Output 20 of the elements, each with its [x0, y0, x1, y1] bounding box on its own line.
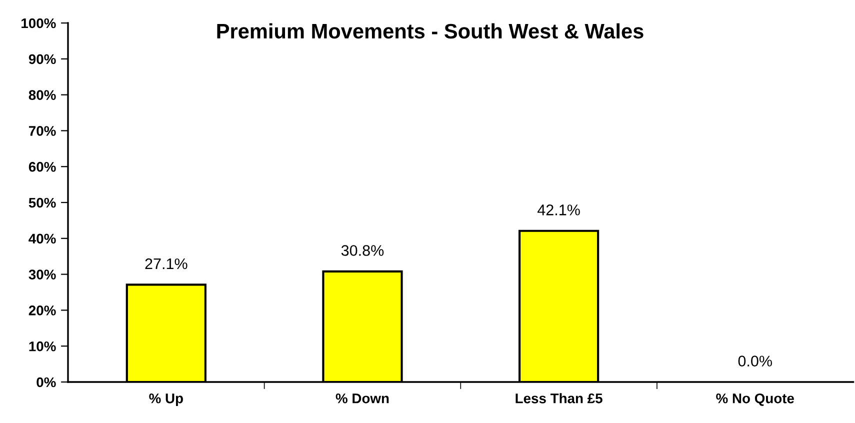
chart-title: Premium Movements - South West & Wales	[217, 23, 644, 39]
x-tick-label: Less Than £5	[516, 393, 602, 404]
y-tick-label: 50%	[28, 198, 56, 208]
y-tick-label: 100%	[22, 18, 56, 28]
y-tick-label: 80%	[28, 90, 56, 100]
y-tick-label: 40%	[28, 234, 56, 244]
y-tick-label: 70%	[28, 126, 56, 136]
y-tick-label: 30%	[28, 270, 56, 280]
data-label: 42.1%	[538, 204, 580, 216]
y-tick-label: 0%	[36, 377, 56, 388]
data-label: 27.1%	[145, 258, 188, 270]
data-label: 0.0%	[738, 356, 772, 366]
y-tick-label: 20%	[28, 306, 56, 316]
x-tick-label: % Up	[149, 394, 183, 406]
x-tick-label: % Down	[336, 394, 389, 404]
data-label: 30.8%	[341, 245, 384, 256]
y-tick-label: 90%	[28, 54, 56, 64]
y-tick-label: 60%	[28, 162, 56, 172]
y-tick-label: 10%	[29, 341, 56, 352]
x-tick-label: % No Quote	[716, 393, 794, 406]
